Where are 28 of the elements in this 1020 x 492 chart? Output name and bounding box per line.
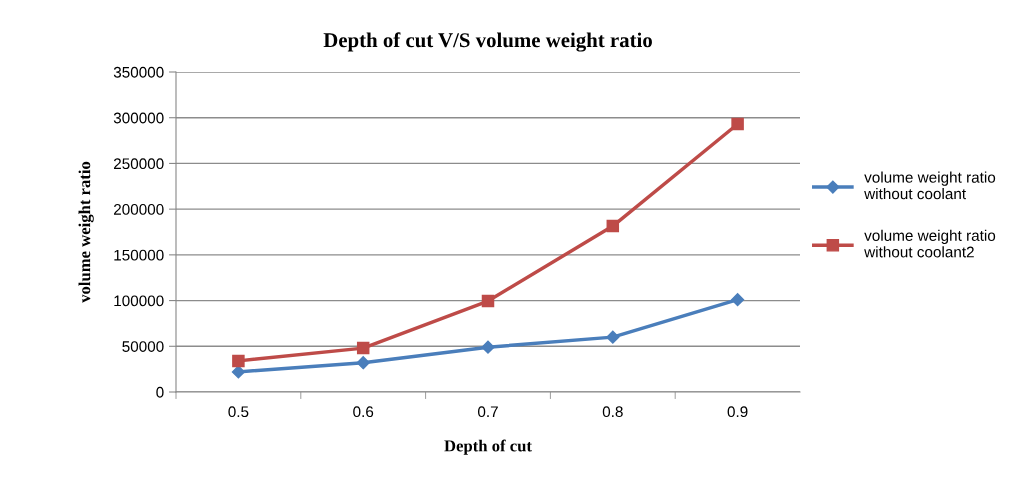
x-tick-label: 0.9 (727, 406, 748, 418)
y-tick-label: 150000 (114, 249, 164, 261)
point (731, 117, 744, 131)
y-axis-title: volume weight ratio (78, 161, 94, 303)
y-tick-label: 250000 (113, 158, 164, 170)
point (356, 356, 370, 370)
y-tick-label: 350000 (113, 66, 164, 78)
y-tick-label: 100000 (114, 295, 164, 307)
x-tick-label: 0.7 (477, 406, 498, 418)
y-tick-label: 50000 (122, 341, 164, 352)
point (606, 330, 620, 344)
legend-label: volume weight ratio without coolant2 (864, 229, 996, 258)
point (356, 341, 370, 355)
point (481, 340, 495, 354)
x-axis-title: Depth of cut (444, 439, 532, 455)
chart-title: Depth of cut V/S volume weight ratio (323, 32, 652, 52)
y-tick-label: 0 (156, 386, 164, 398)
x-tick-label: 0.8 (602, 406, 623, 418)
point (731, 293, 745, 307)
point (481, 294, 495, 308)
point (606, 219, 620, 233)
legend-label: volume weight ratio without coolant (864, 171, 996, 200)
y-tick-label: 300000 (113, 112, 164, 124)
point (232, 354, 245, 368)
y-tick-label: 200000 (113, 204, 164, 215)
point (231, 365, 245, 379)
x-tick-label: 0.6 (353, 406, 374, 418)
x-tick-label: 0.5 (228, 406, 249, 418)
